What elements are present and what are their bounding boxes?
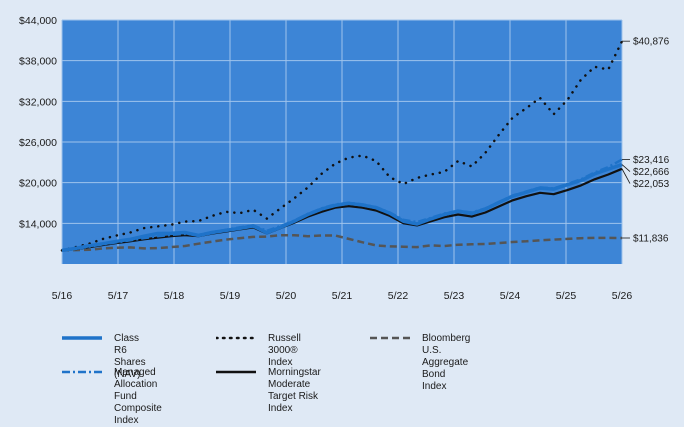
x-tick-label: 5/26	[612, 290, 633, 302]
end-value-label: $11,836	[633, 234, 669, 245]
performance-line-chart: $14,000 $20,000 $26,000 $32,000 $38,000 $44,0…	[19, 15, 670, 302]
legend-item-managed-allocation: Managed Allocation Fund Composite Index	[62, 367, 162, 427]
legend-label-class-r6: Class R6 Shares (NAV)	[114, 333, 146, 380]
end-value-labels: $40,876 $23,416$22,666$22,053 $11,836	[621, 37, 670, 245]
series-line	[61, 158, 623, 252]
legend-label-russell-3000: Russell 3000® Index	[268, 333, 301, 368]
legend-swatch-managed-allocation	[62, 370, 102, 374]
x-axis-tick-labels: 5/16 5/17 5/18 5/19 5/20 5/21 5/22 5/23 5/24 5/25…	[52, 290, 633, 302]
x-tick-label: 5/21	[332, 290, 353, 302]
legend-item-russell-3000: Russell 3000® Index	[216, 333, 301, 369]
end-value-label: $40,876	[633, 37, 670, 48]
x-tick-label: 5/25	[556, 290, 577, 302]
y-tick-label: $38,000	[19, 56, 57, 68]
series-line	[61, 233, 623, 252]
legend-swatch-russell-3000	[216, 336, 256, 340]
x-tick-label: 5/20	[276, 290, 297, 302]
end-label-leader	[621, 164, 631, 172]
x-tick-label: 5/24	[500, 290, 521, 302]
x-tick-label: 5/23	[444, 290, 465, 302]
y-tick-label: $14,000	[19, 218, 57, 230]
legend-label-bloomberg-agg: Bloomberg U.S. Aggregate Bond Index	[422, 333, 471, 392]
x-tick-label: 5/19	[220, 290, 241, 302]
legend-label-managed-allocation: Managed Allocation Fund Composite Index	[114, 367, 162, 426]
y-tick-label: $44,000	[19, 15, 57, 27]
legend-swatch-bloomberg-agg	[370, 336, 410, 340]
x-tick-label: 5/22	[388, 290, 409, 302]
legend-item-bloomberg-agg: Bloomberg U.S. Aggregate Bond Index	[370, 333, 470, 393]
x-tick-label: 5/16	[52, 290, 73, 302]
x-tick-label: 5/18	[164, 290, 185, 302]
series-line	[60, 39, 624, 252]
end-label-leader	[621, 168, 631, 184]
legend-item-morningstar-moderate: Morningstar Moderate Target Risk Index	[216, 367, 321, 415]
legend-item-class-r6: Class R6 Shares (NAV)	[62, 333, 146, 381]
series-line	[61, 167, 623, 252]
y-tick-label: $32,000	[19, 96, 57, 108]
end-value-label: $22,666	[633, 167, 670, 178]
end-value-label: $23,416	[633, 155, 670, 166]
legend-swatch-morningstar-moderate	[216, 370, 256, 374]
x-tick-label: 5/17	[108, 290, 129, 302]
series-lines	[60, 39, 624, 253]
y-tick-label: $20,000	[19, 178, 57, 190]
y-axis-tick-labels: $14,000 $20,000 $26,000 $32,000 $38,000 $44,0…	[19, 15, 57, 230]
end-value-label: $22,053	[633, 179, 670, 190]
y-tick-label: $26,000	[19, 137, 57, 149]
legend-label-morningstar-moderate: Morningstar Moderate Target Risk Index	[268, 367, 321, 414]
legend-swatch-class-r6	[62, 336, 102, 340]
